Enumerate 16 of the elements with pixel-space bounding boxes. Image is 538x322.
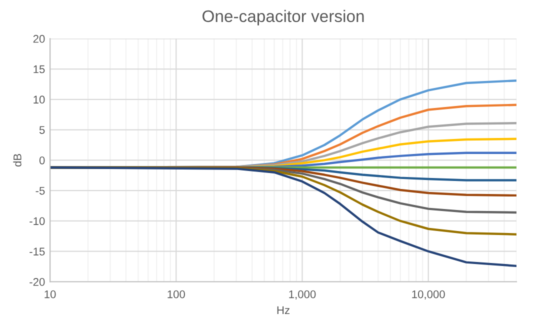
y-tick-label: -10 [30, 217, 45, 226]
chart-title: One-capacitor version [202, 10, 364, 26]
x-tick-label: 10 [44, 290, 56, 298]
y-tick-label: -20 [30, 278, 45, 286]
x-tick-label: 10,000 [412, 290, 445, 300]
y-tick-label: 20 [33, 34, 45, 43]
y-tick-label: -15 [30, 248, 45, 256]
x-axis-title: Hz [277, 306, 290, 314]
y-tick-label: 10 [34, 96, 45, 104]
y-tick-label: -5 [36, 186, 45, 195]
x-tick-label: 100 [168, 290, 185, 298]
y-tick-label: 0 [39, 156, 45, 164]
x-tick-label: 1,000 [289, 290, 316, 300]
y-axis-title: dB [13, 154, 22, 167]
y-tick-label: 5 [39, 126, 45, 134]
y-tick-label: 15 [34, 65, 45, 74]
